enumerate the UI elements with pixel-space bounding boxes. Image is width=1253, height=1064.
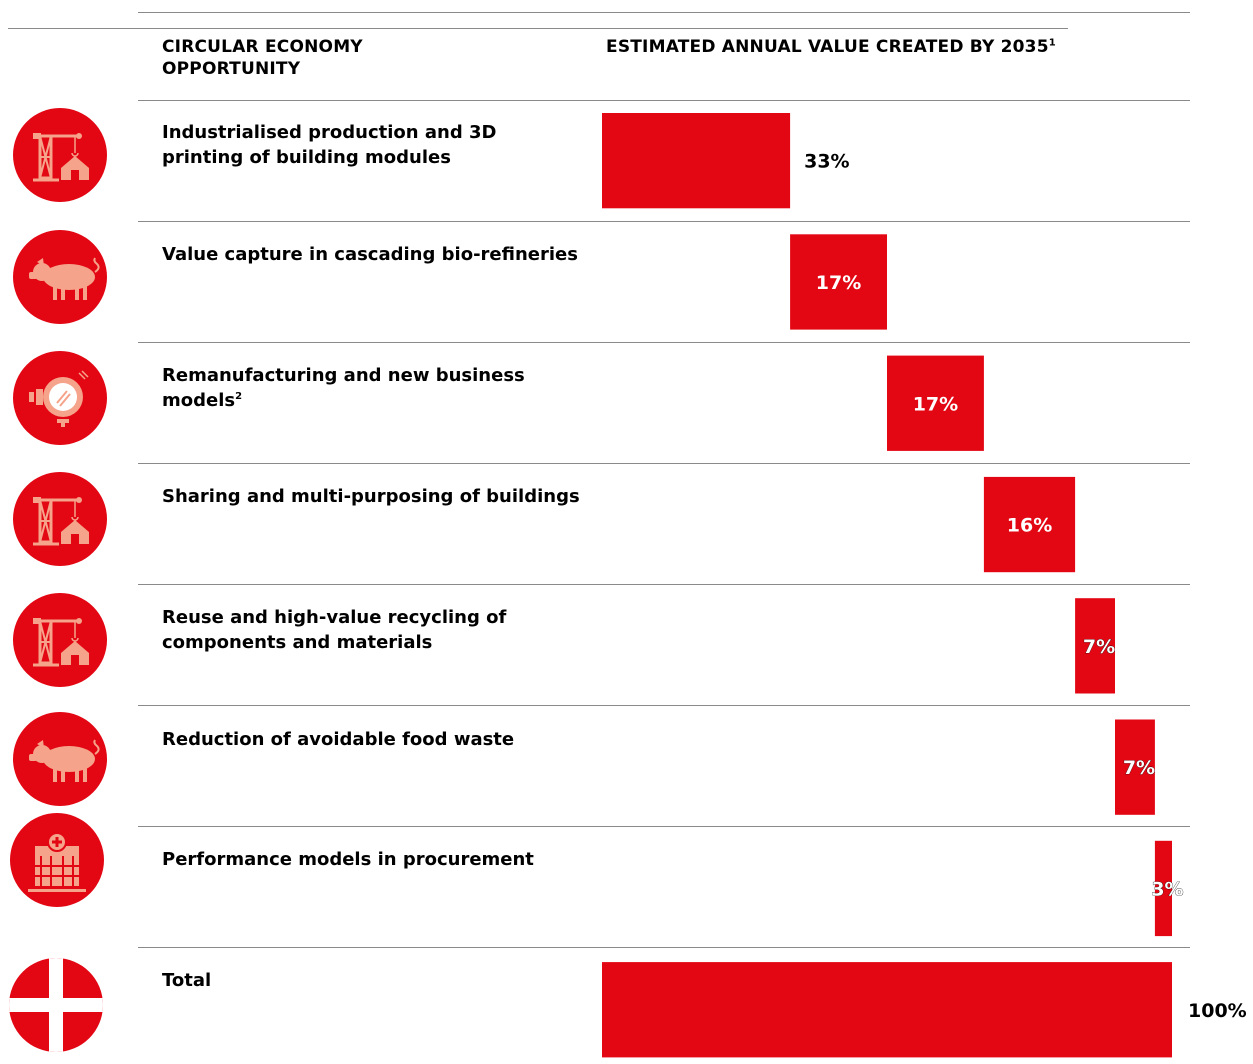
bar [1154,840,1172,937]
row-label-text: Total [162,970,212,991]
row-divider [138,826,1190,827]
row-label-text: Reuse and high-value recycling of compon… [162,607,507,653]
column-header-value: ESTIMATED ANNUAL VALUE CREATED BY 20351 [606,36,1056,58]
row-label: Reduction of avoidable food waste [162,727,582,752]
column-header-line: CIRCULAR ECONOMY [162,37,363,57]
row-divider [138,221,1190,222]
bar [790,234,887,330]
bar-value-label: 16% [1007,515,1052,537]
bar [983,476,1076,573]
footnote-marker: 1 [1048,37,1056,49]
bar [1115,719,1155,815]
row-label: Sharing and multi-purposing of buildings [162,484,582,509]
column-header-text: ESTIMATED ANNUAL VALUE CREATED BY 2035 [606,37,1049,57]
top-rule-short [8,28,1068,29]
row-divider [138,100,1190,101]
row-label: Remanufacturing and new business models2 [162,363,582,413]
top-rule [138,12,1190,13]
row-label: Industrialised production and 3D printin… [162,120,582,170]
row-divider [138,342,1190,343]
bar-value-label: 3% [1151,878,1183,900]
row-divider [138,947,1190,948]
column-header-opportunity: CIRCULAR ECONOMY OPPORTUNITY [162,36,363,80]
row-label-text: Value capture in cascading bio-refinerie… [162,244,578,265]
bar-value-label: 7% [1083,636,1115,658]
row-label-text: Performance models in procurement [162,849,534,870]
row-label-text: Remanufacturing and new business models [162,365,525,411]
footnote-marker: 2 [235,391,243,402]
row-label-text: Industrialised production and 3D printin… [162,122,497,168]
row-label: Value capture in cascading bio-refinerie… [162,242,582,267]
column-header-line: OPPORTUNITY [162,59,301,79]
bar [602,113,791,209]
row-label-text: Reduction of avoidable food waste [162,729,515,750]
row-label: Reuse and high-value recycling of compon… [162,605,582,655]
pig-icon [13,712,107,806]
bar-value-label: 100% [1188,1000,1247,1022]
row-label-total: Total [162,968,582,993]
bar-value-label: 17% [913,393,958,415]
washing-machine-icon [13,351,107,445]
bar-value-label: 17% [816,272,861,294]
pig-icon [13,230,107,324]
bar-total [602,962,1172,1058]
bar-value-label: 7% [1123,757,1155,779]
crane-house-icon [13,108,107,202]
bar [1075,598,1115,694]
bar [887,355,984,451]
crane-house-icon [13,472,107,566]
row-divider [138,705,1190,706]
row-divider [138,463,1190,464]
crane-house-icon [13,593,107,687]
bar-value-label: 33% [804,151,849,173]
danish-flag-icon [9,958,103,1052]
row-divider [138,584,1190,585]
hospital-icon [10,813,104,907]
row-label: Performance models in procurement [162,847,582,872]
row-label-text: Sharing and multi-purposing of buildings [162,486,580,507]
